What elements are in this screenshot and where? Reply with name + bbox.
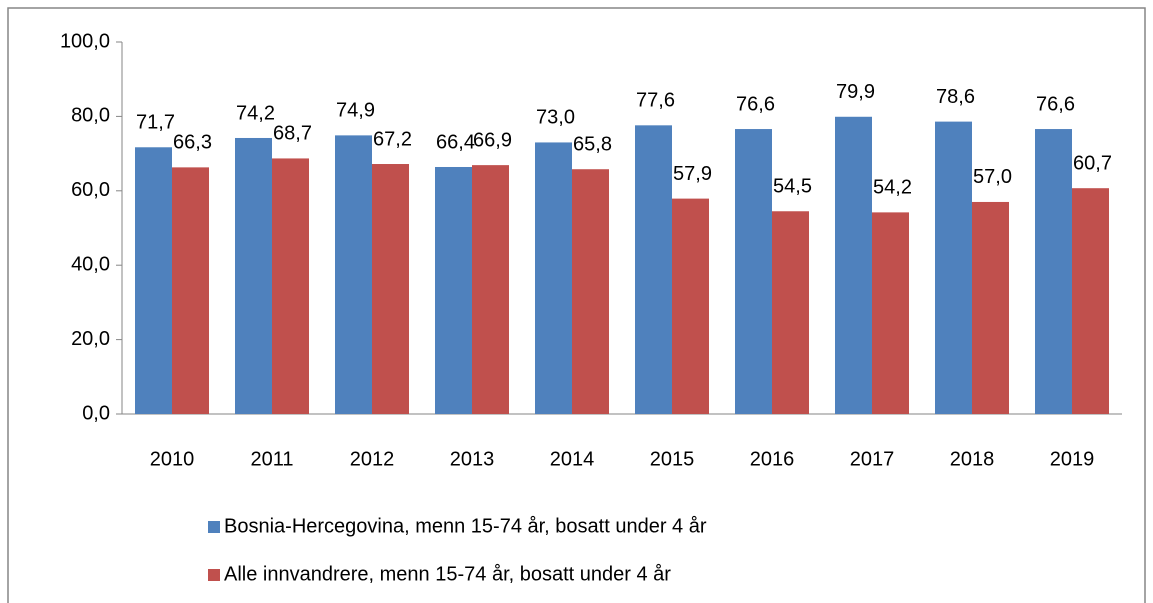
data-label: 71,7 <box>136 112 175 134</box>
bar <box>1035 129 1072 414</box>
bar <box>735 129 772 414</box>
bar <box>972 201 1009 414</box>
data-label: 79,9 <box>836 81 875 103</box>
bar <box>335 135 372 414</box>
x-tick-label: 2015 <box>650 448 695 470</box>
bar <box>935 121 972 414</box>
data-label: 74,9 <box>336 100 375 122</box>
data-label: 76,6 <box>1036 93 1075 115</box>
data-label: 76,6 <box>736 93 775 115</box>
y-tick-label: 100,0 <box>60 30 110 52</box>
bar <box>435 166 472 414</box>
bar <box>135 147 172 414</box>
data-label: 66,3 <box>173 132 212 154</box>
data-label: 77,6 <box>636 90 675 112</box>
bar <box>672 198 709 414</box>
bar <box>535 142 572 414</box>
bar <box>372 164 409 414</box>
x-tick-label: 2014 <box>550 448 595 470</box>
x-tick-label: 2012 <box>350 448 395 470</box>
data-label: 57,9 <box>673 163 712 185</box>
y-tick-label: 0,0 <box>82 402 110 424</box>
data-label: 54,5 <box>773 176 812 198</box>
y-tick-label: 40,0 <box>71 253 110 275</box>
bar <box>272 158 309 414</box>
chart-frame <box>7 7 1146 603</box>
legend-label: Alle innvandrere, menn 15-74 år, bosatt … <box>224 563 671 585</box>
bar <box>835 116 872 414</box>
x-tick-label: 2019 <box>1050 448 1095 470</box>
y-tick-label: 80,0 <box>71 105 110 127</box>
legend-label: Bosnia-Hercegovina, menn 15-74 år, bosat… <box>224 515 707 537</box>
data-label: 78,6 <box>936 86 975 108</box>
data-label: 65,8 <box>573 134 612 156</box>
x-tick-label: 2017 <box>850 448 895 470</box>
x-tick-label: 2010 <box>150 448 195 470</box>
bar <box>635 125 672 414</box>
x-tick-label: 2016 <box>750 448 795 470</box>
data-label: 73,0 <box>536 107 575 129</box>
bar <box>872 212 909 414</box>
bar <box>472 165 509 414</box>
data-label: 54,2 <box>873 177 912 199</box>
x-tick-label: 2013 <box>450 448 495 470</box>
x-tick-label: 2018 <box>950 448 995 470</box>
data-label: 67,2 <box>373 128 412 150</box>
bar <box>172 167 209 414</box>
legend-swatch <box>208 521 220 533</box>
bar <box>572 169 609 414</box>
data-label: 57,0 <box>973 166 1012 188</box>
bar <box>1072 188 1109 414</box>
data-label: 60,7 <box>1073 152 1112 174</box>
data-label: 66,4 <box>436 131 475 153</box>
x-tick-label: 2011 <box>250 448 293 470</box>
bar <box>235 137 272 414</box>
legend-swatch <box>208 569 220 581</box>
bar <box>772 211 809 414</box>
y-tick-label: 20,0 <box>71 328 110 350</box>
y-tick-label: 60,0 <box>71 179 110 201</box>
data-label: 74,2 <box>236 102 275 124</box>
data-label: 66,9 <box>473 129 512 151</box>
data-label: 68,7 <box>273 123 312 145</box>
